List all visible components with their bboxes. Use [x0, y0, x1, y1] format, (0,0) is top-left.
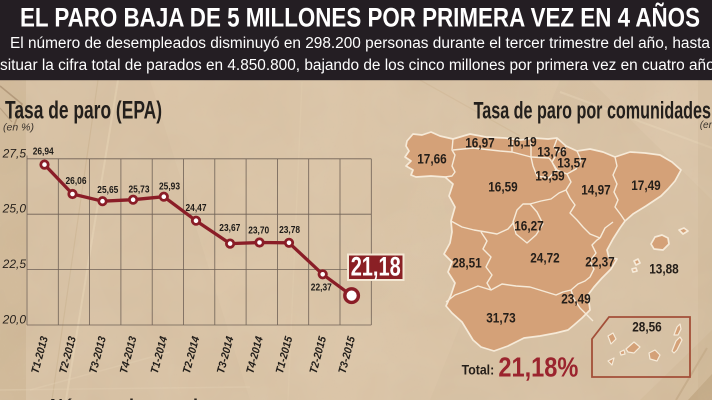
- svg-text:16,59: 16,59: [488, 179, 518, 195]
- svg-text:21,18: 21,18: [351, 252, 401, 282]
- svg-text:13,59: 13,59: [535, 168, 565, 184]
- svg-text:20,0: 20,0: [2, 313, 27, 327]
- svg-text:16,97: 16,97: [465, 135, 495, 151]
- svg-text:31,73: 31,73: [486, 310, 516, 326]
- svg-text:22,37: 22,37: [311, 282, 332, 294]
- svg-text:27,5: 27,5: [2, 146, 27, 160]
- svg-text:(en %): (en %): [3, 123, 34, 134]
- svg-text:23,49: 23,49: [561, 291, 591, 307]
- svg-text:26,94: 26,94: [33, 146, 54, 158]
- svg-text:Tasa de paro por comunidades: Tasa de paro por comunidades: [474, 98, 711, 125]
- svg-text:23,78: 23,78: [279, 224, 300, 236]
- svg-text:Tasa de paro (EPA): Tasa de paro (EPA): [5, 97, 162, 125]
- svg-text:26,06: 26,06: [66, 175, 87, 187]
- svg-text:21,18%: 21,18%: [498, 352, 578, 383]
- svg-text:25,65: 25,65: [97, 184, 118, 196]
- svg-text:22,5: 22,5: [2, 257, 27, 271]
- svg-text:23,67: 23,67: [219, 222, 240, 234]
- svg-text:16,27: 16,27: [514, 218, 544, 234]
- svg-text:EL PARO BAJA DE 5 MILLONES POR: EL PARO BAJA DE 5 MILLONES POR PRIMERA V…: [20, 2, 700, 33]
- svg-text:28,56: 28,56: [632, 319, 662, 335]
- svg-text:17,49: 17,49: [631, 177, 661, 193]
- svg-text:25,0: 25,0: [2, 202, 27, 216]
- svg-text:24,47: 24,47: [186, 202, 207, 214]
- svg-text:Número de parados por sexo: Número de parados por sexo: [50, 396, 299, 400]
- svg-text:17,66: 17,66: [417, 151, 447, 167]
- svg-text:16,19: 16,19: [507, 134, 537, 150]
- svg-text:24,72: 24,72: [530, 250, 560, 266]
- svg-text:25,73: 25,73: [129, 184, 150, 196]
- svg-text:14,97: 14,97: [581, 182, 611, 198]
- svg-text:(en %): (en %): [700, 120, 712, 131]
- svg-text:22,37: 22,37: [585, 254, 615, 270]
- svg-text:13,88: 13,88: [649, 261, 679, 277]
- svg-text:28,51: 28,51: [452, 255, 482, 271]
- svg-text:13,76: 13,76: [537, 144, 567, 160]
- svg-text:situar la cifra total de parad: situar la cifra total de parados en 4.85…: [0, 57, 712, 74]
- svg-text:El número de desempleados dism: El número de desempleados disminuyó en 2…: [10, 35, 710, 52]
- svg-text:25,93: 25,93: [159, 181, 180, 193]
- svg-text:23,70: 23,70: [248, 225, 269, 237]
- svg-text:Total:: Total:: [462, 363, 495, 378]
- svg-text:13,57: 13,57: [557, 155, 587, 171]
